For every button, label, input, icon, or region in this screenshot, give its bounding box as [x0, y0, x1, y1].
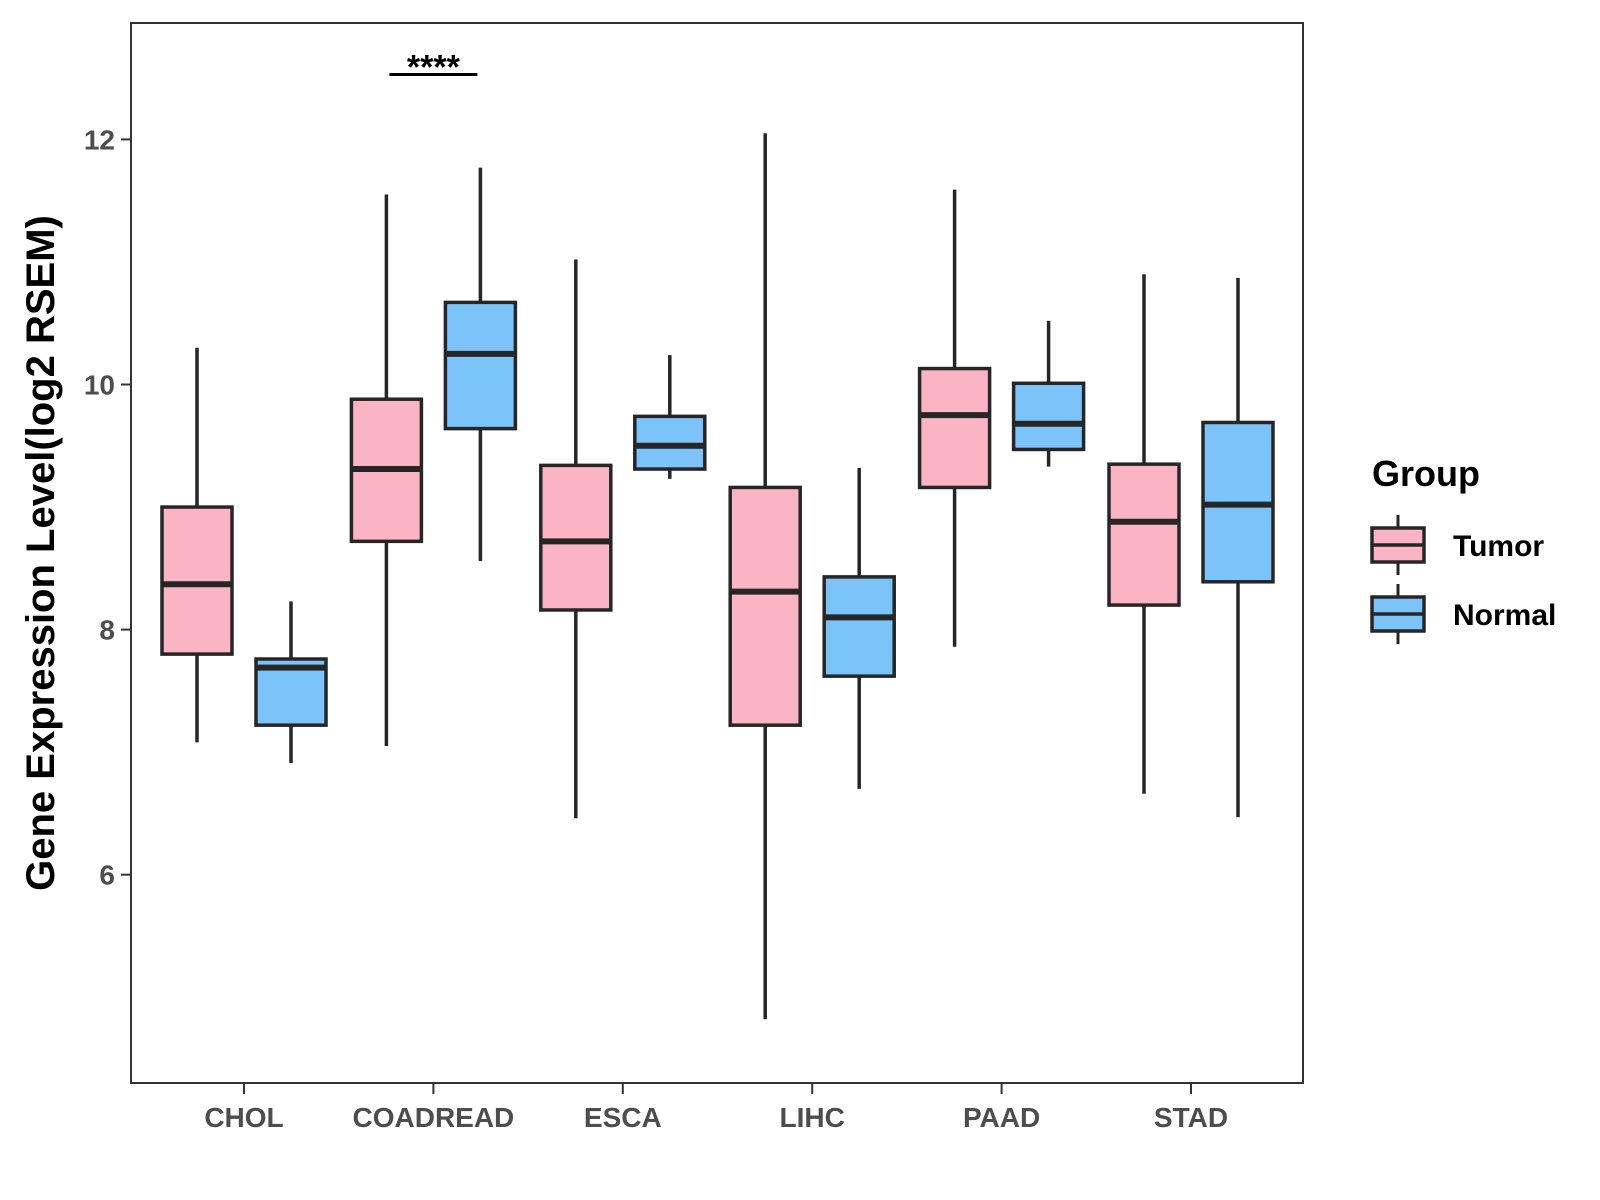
box-body [1011, 381, 1086, 452]
legend: Group Tumor Normal [1370, 453, 1556, 644]
box-tumor-stad [1107, 274, 1181, 794]
box-body [160, 505, 234, 656]
x-tick-label: PAAD [963, 1102, 1040, 1133]
x-tick-label: ESCA [584, 1102, 662, 1133]
y-tick-label: 12 [84, 124, 115, 155]
legend-entry-normal: Normal [1370, 584, 1556, 644]
plot-area: **** [160, 48, 1275, 1020]
x-tick-label: CHOL [204, 1102, 283, 1133]
box-tumor-lihc [728, 133, 802, 1020]
legend-entry-tumor: Tumor [1370, 515, 1544, 575]
box-body [917, 366, 992, 490]
box-body [539, 463, 613, 612]
box-normal-stad [1201, 277, 1275, 818]
box-body [728, 485, 802, 727]
legend-title: Group [1372, 453, 1480, 494]
y-axis: 6 8 10 12 [84, 124, 131, 891]
box-normal-coadread [443, 167, 518, 561]
x-tick-label: LIHC [780, 1102, 845, 1133]
box-normal-esca [633, 355, 707, 479]
box-body [633, 414, 707, 471]
y-tick-label: 8 [99, 615, 115, 646]
x-tick-label: COADREAD [353, 1102, 515, 1133]
x-axis: CHOL COADREAD ESCA LIHC PAAD STAD [204, 1083, 1228, 1133]
box-tumor-coadread [349, 194, 424, 747]
box-tumor-chol [160, 347, 234, 743]
y-tick-label: 10 [84, 370, 115, 401]
box-body [1107, 462, 1181, 607]
x-tick-label: STAD [1154, 1102, 1228, 1133]
box-body [822, 575, 896, 678]
significance-label: **** [407, 48, 461, 86]
y-axis-title: Gene Expression Level(log2 RSEM) [19, 215, 63, 891]
box-normal-lihc [822, 467, 896, 789]
y-tick-label: 6 [99, 860, 115, 891]
legend-label: Tumor [1453, 530, 1544, 563]
plot-panel-border [130, 22, 1304, 1084]
legend-label: Normal [1453, 599, 1556, 632]
box-normal-paad [1011, 320, 1086, 467]
box-body [443, 300, 518, 431]
box-tumor-esca [539, 259, 613, 819]
box-tumor-paad [917, 189, 992, 647]
box-normal-chol [254, 601, 328, 764]
